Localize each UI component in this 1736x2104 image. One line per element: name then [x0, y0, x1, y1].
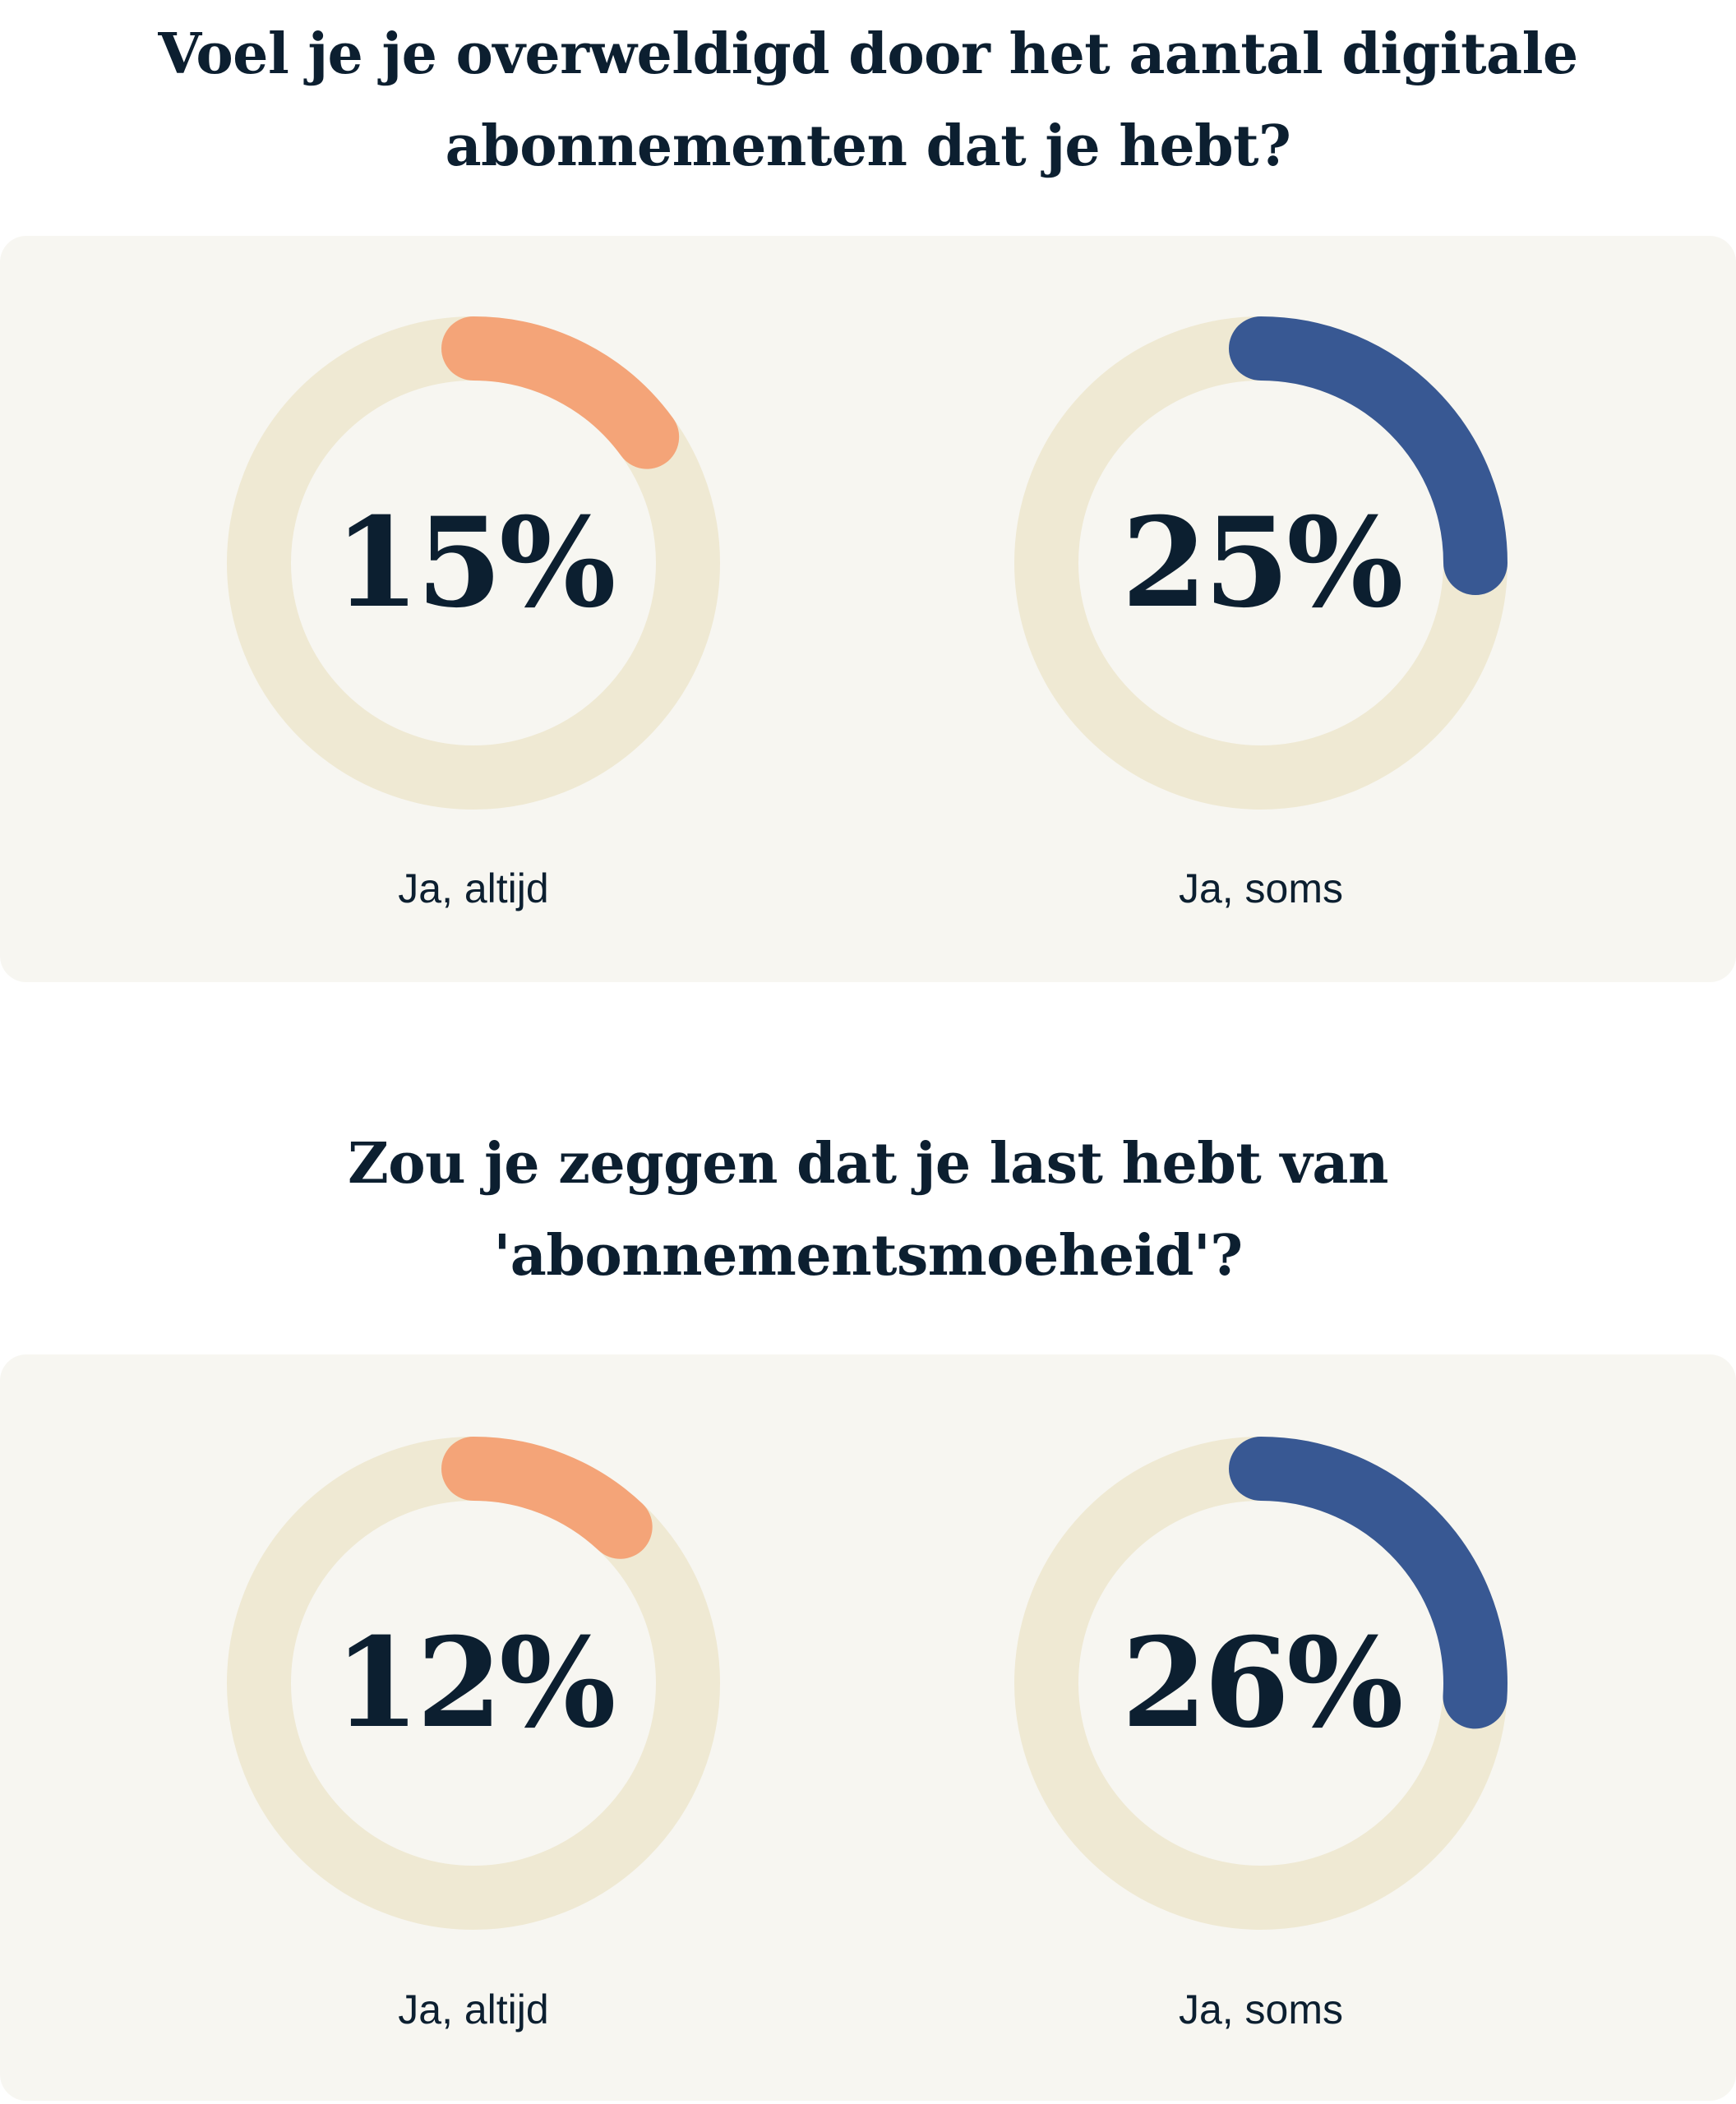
donut-2-2: 26% — [1006, 1428, 1516, 1938]
donut-svg — [1014, 1437, 1507, 1930]
donut-svg — [227, 316, 720, 810]
percentage-value: 26% — [1121, 1611, 1403, 1756]
donut-1-2: 25% — [1006, 308, 1516, 818]
donut-label: Ja, altijd — [398, 1986, 549, 2032]
donut-label: Ja, altijd — [398, 865, 549, 911]
chart-title-2: Zou je zeggen dat je last hebt van 'abon… — [348, 1131, 1388, 1289]
donut-svg — [1014, 316, 1507, 810]
percentage-value: 15% — [334, 491, 616, 635]
chart-title-1: Voel je je overweldigd door het aantal d… — [158, 21, 1578, 179]
percentage-value: 25% — [1121, 491, 1403, 635]
donut-arc — [227, 1437, 720, 1930]
donut-2-1: 12% — [219, 1428, 728, 1938]
percentage-value: 12% — [334, 1611, 616, 1756]
donut-svg — [227, 1437, 720, 1930]
donut-label: Ja, soms — [1178, 865, 1344, 911]
donut-arc — [1014, 316, 1507, 810]
donut-1-1: 15% — [219, 308, 728, 818]
donut-arc — [227, 316, 720, 810]
donut-label: Ja, soms — [1178, 1986, 1344, 2032]
donut-arc — [1014, 1437, 1507, 1930]
